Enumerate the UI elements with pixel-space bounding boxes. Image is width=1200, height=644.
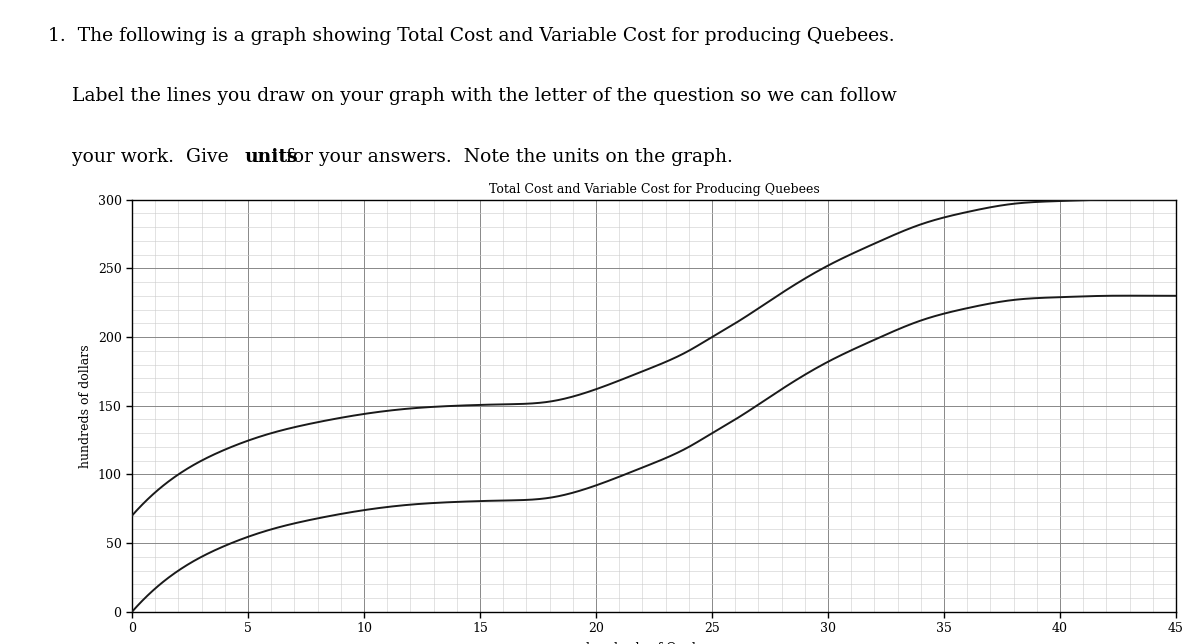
Text: Label the lines you draw on your graph with the letter of the question so we can: Label the lines you draw on your graph w…	[48, 86, 896, 104]
Title: Total Cost and Variable Cost for Producing Quebees: Total Cost and Variable Cost for Produci…	[488, 183, 820, 196]
Y-axis label: hundreds of dollars: hundreds of dollars	[79, 344, 92, 468]
Text: for your answers.  Note the units on the graph.: for your answers. Note the units on the …	[280, 148, 732, 166]
Text: your work.  Give: your work. Give	[48, 148, 235, 166]
X-axis label: hundreds of Quebees: hundreds of Quebees	[587, 641, 721, 644]
Text: units: units	[245, 148, 299, 166]
Text: 1.  The following is a graph showing Total Cost and Variable Cost for producing : 1. The following is a graph showing Tota…	[48, 27, 895, 45]
